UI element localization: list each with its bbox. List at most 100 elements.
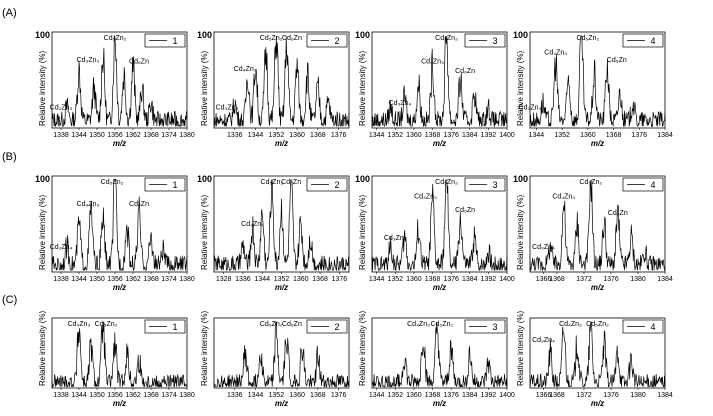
peak-annotation: Cd₄Zn₃ (421, 59, 444, 66)
x-tick-label: 1352 (387, 132, 403, 139)
plot-frame (51, 175, 188, 273)
peak-annotation: Cd₅Zn₂ (430, 321, 453, 328)
plot-frame (51, 31, 188, 129)
legend-label: 1 (172, 180, 177, 190)
spectrum-panel: Relative intensity (%) 100 1328 1336 1344 135… (197, 174, 350, 292)
spectrum-trace (213, 35, 350, 127)
x-tick-label: 1360 (293, 276, 309, 283)
x-tick-label: 1336 (227, 392, 243, 399)
y-axis-label: Relative intensity (%) (38, 311, 47, 386)
x-tick-label: 1338 (53, 276, 69, 283)
spectrum-trace (371, 35, 508, 128)
peak-annotation: Cd₃Zn₄ (519, 105, 542, 112)
x-tick-label: 1356 (107, 132, 123, 139)
y-tick-label: 100 (355, 30, 370, 40)
y-tick-label: 100 (35, 30, 50, 40)
x-tick-label: 1368 (425, 276, 441, 283)
x-tick-label: 1338 (53, 132, 69, 139)
legend-label: 1 (172, 36, 177, 46)
x-tick-label: 1384 (462, 392, 478, 399)
x-axis-label: m/z (433, 283, 446, 292)
peak-annotation: Cd₃Zn₄ (216, 105, 239, 112)
peak-annotation: Cd₄Zn₃ (68, 321, 91, 328)
x-tick-label: 1376 (443, 276, 459, 283)
x-tick-label: 1362 (125, 276, 141, 283)
peak-annotation: Cd₅Zn₂ (261, 179, 284, 186)
y-axis-label: Relative intensity (%) (516, 195, 525, 270)
y-tick-label: 100 (197, 174, 212, 184)
spectrum-trace (51, 179, 188, 272)
spectrum-panel: Relative intensity (%) 100 1344 1352 1360 136… (355, 174, 515, 292)
y-axis-label: Relative intensity (%) (38, 51, 47, 126)
spectrum-panel: Relative intensity (%)1338 1344 1350 1356 13… (38, 311, 195, 408)
peak-annotation: Cd₅Zn₂ (95, 321, 118, 328)
peak-annotation: Cd₂Zn₄ (50, 244, 73, 251)
x-tick-label: 1344 (71, 276, 87, 283)
x-axis-label: m/z (113, 283, 126, 292)
peak-annotation: Cd₆Zn (455, 207, 475, 214)
plot-frame (213, 317, 350, 389)
peak-annotation: Cd₃Zn₄ (389, 100, 412, 107)
spectrum-panel: Relative intensity (%) 100 1336 1344 1352 136… (197, 30, 350, 148)
peak-annotation: Cd₃Zn₄ (384, 235, 407, 242)
peak-annotation: Cd₄Zn₃ (544, 49, 567, 56)
x-tick-label: 1344 (248, 132, 264, 139)
peak-annotation: Cd₅Zn₂ (260, 321, 283, 328)
x-tick-label: 1374 (161, 392, 177, 399)
x-tick-label: 1376 (332, 276, 348, 283)
legend-label: 3 (492, 322, 497, 332)
x-tick-label: 1368 (143, 132, 159, 139)
legend-label: 3 (492, 180, 497, 190)
x-tick-label: 1368 (606, 132, 622, 139)
x-tick-label: 1380 (179, 276, 195, 283)
x-axis-label: m/z (433, 139, 446, 148)
x-tick-label: 1356 (107, 276, 123, 283)
y-tick-label: 100 (513, 30, 528, 40)
x-tick-label: 1360 (289, 132, 305, 139)
x-tick-label: 1362 (125, 392, 141, 399)
peak-annotation: Cd₆Zn (607, 57, 627, 64)
peak-annotation: Cd₅Zn₂ (579, 179, 602, 186)
peak-annotation: Cd₂Zn₃ (50, 105, 73, 112)
spectrum-panel: Relative intensity (%) 100 1338 1344 1350 135… (35, 174, 195, 292)
spectrum-panel: Relative intensity (%)1344 1352 1360 1368 13… (358, 311, 515, 408)
x-tick-label: 1368 (143, 276, 159, 283)
x-tick-label: 1384 (657, 276, 673, 283)
x-tick-label: 1352 (274, 276, 290, 283)
peak-annotation: Cd₄Zn₃ (234, 66, 257, 73)
x-tick-label: 1392 (481, 276, 497, 283)
plot-frame (51, 317, 188, 389)
peak-annotation: Cd₄Zn₃ (414, 193, 437, 200)
x-tick-label: 1400 (499, 132, 515, 139)
plot-frame (529, 31, 666, 129)
x-tick-label: 1352 (269, 392, 285, 399)
x-axis-label: m/z (275, 139, 288, 148)
y-tick-label: 100 (197, 30, 212, 40)
peak-annotation: Cd₅Zn₂ (435, 179, 458, 186)
x-tick-label: 1380 (179, 392, 195, 399)
x-tick-label: 1368 (425, 132, 441, 139)
x-tick-label: 1380 (630, 276, 646, 283)
plot-frame (529, 175, 666, 273)
spectrum-panel: Relative intensity (%) 1336 1344 1352 1360 13… (200, 311, 350, 408)
peak-annotation: Cd₅Zn₂ (435, 35, 458, 42)
x-tick-label: 1360 (406, 132, 422, 139)
x-axis-label: m/z (113, 139, 126, 148)
x-tick-label: 1380 (179, 132, 195, 139)
spectrum-trace (529, 179, 666, 272)
peak-annotation: Cd₆Zn (455, 68, 475, 75)
y-axis-label: Relative intensity (%) (200, 311, 209, 386)
x-tick-label: 1368 (425, 392, 441, 399)
row-label-b: (B) (2, 151, 17, 163)
peak-annotation: Cd₆Zn (282, 35, 302, 42)
x-tick-label: 1350 (89, 132, 105, 139)
y-tick-label: 100 (355, 174, 370, 184)
y-axis-label: Relative intensity (%) (358, 51, 367, 126)
x-tick-label: 1362 (125, 132, 141, 139)
spectrum-trace (371, 179, 508, 272)
x-tick-label: 1400 (499, 392, 515, 399)
x-tick-label: 1392 (481, 132, 497, 139)
